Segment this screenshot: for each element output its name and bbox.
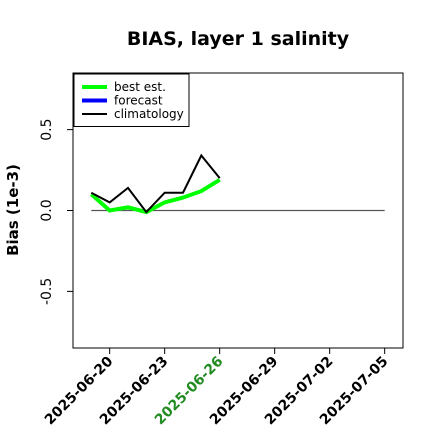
y-tick-label: 0.0 xyxy=(39,199,55,221)
legend-label: climatology xyxy=(114,107,184,121)
legend-box xyxy=(73,73,190,127)
plot-area xyxy=(89,153,385,215)
y-axis-label: Bias (1e-3) xyxy=(4,164,22,256)
y-tick-label: -0.5 xyxy=(39,278,55,305)
series-line-best-est xyxy=(89,178,221,215)
series-line-climatology xyxy=(90,153,221,214)
chart-title: BIAS, layer 1 salinity xyxy=(127,28,350,50)
legend-label: forecast xyxy=(114,94,163,108)
legend-label: best est. xyxy=(114,80,166,94)
y-tick-label: 0.5 xyxy=(39,118,55,140)
